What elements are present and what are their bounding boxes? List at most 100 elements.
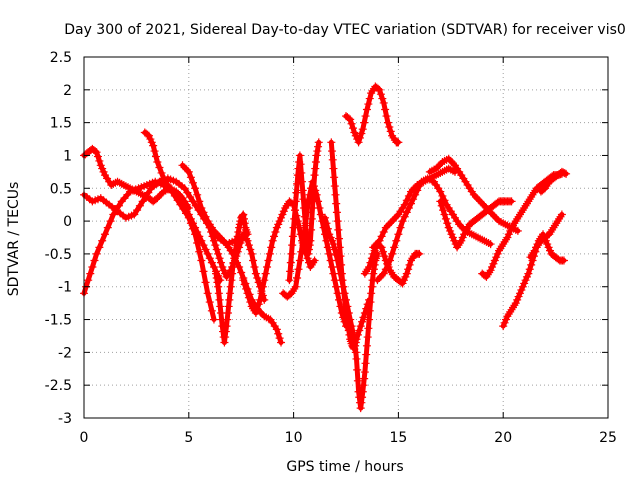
data-point xyxy=(302,230,311,239)
x-tick-label: 15 xyxy=(389,430,407,446)
data-point xyxy=(195,247,204,256)
data-point xyxy=(253,304,262,313)
data-point xyxy=(363,333,372,342)
data-point xyxy=(337,260,346,269)
x-axis: 0 5 10 15 20 25 xyxy=(80,57,617,446)
data-point xyxy=(305,241,314,250)
data-point xyxy=(199,267,208,276)
data-point xyxy=(437,201,446,210)
data-point xyxy=(186,193,195,202)
data-point xyxy=(114,201,123,210)
data-point xyxy=(513,295,522,304)
series-line xyxy=(343,84,401,145)
data-point xyxy=(358,317,367,326)
data-point xyxy=(520,279,529,288)
data-point xyxy=(310,171,319,180)
data-point xyxy=(339,289,348,298)
data-point xyxy=(84,276,93,285)
data-point xyxy=(321,213,330,222)
data-point xyxy=(238,211,247,220)
data-point xyxy=(347,119,356,128)
data-point xyxy=(239,214,248,223)
data-point xyxy=(290,206,299,215)
data-point xyxy=(201,212,210,221)
data-point xyxy=(331,190,340,199)
data-point xyxy=(216,308,225,317)
data-point xyxy=(260,276,269,285)
data-point xyxy=(294,265,303,274)
data-point xyxy=(490,256,499,265)
data-point xyxy=(365,295,374,304)
data-point xyxy=(396,223,405,232)
y-tick-label: -3 xyxy=(58,411,72,427)
data-point xyxy=(327,138,336,147)
data-point xyxy=(342,313,351,322)
data-point xyxy=(530,246,539,255)
data-point xyxy=(504,230,513,239)
data-point xyxy=(103,223,112,232)
data-point xyxy=(546,246,555,255)
data-point xyxy=(286,267,295,276)
y-tick-label: 0.5 xyxy=(50,181,72,197)
data-point xyxy=(95,156,104,165)
data-point xyxy=(379,247,388,256)
data-point xyxy=(377,232,386,241)
data-point xyxy=(157,168,166,177)
data-point xyxy=(231,245,240,254)
data-point xyxy=(203,289,212,298)
data-point xyxy=(144,131,153,140)
data-point xyxy=(287,249,296,258)
data-point xyxy=(301,221,310,230)
data-point xyxy=(184,210,193,219)
data-point xyxy=(358,387,367,396)
data-point xyxy=(375,85,384,94)
data-point xyxy=(199,208,208,217)
data-point xyxy=(221,327,230,336)
data-point xyxy=(328,147,337,156)
data-point xyxy=(375,236,384,245)
data-point xyxy=(365,94,374,103)
data-point xyxy=(312,151,321,160)
data-point xyxy=(352,354,361,363)
data-point xyxy=(207,228,216,237)
data-point xyxy=(325,230,334,239)
series-sat-t xyxy=(499,210,566,331)
data-point xyxy=(227,276,236,285)
data-point xyxy=(290,214,299,223)
series-sat-j xyxy=(285,138,323,285)
data-point xyxy=(390,243,399,252)
data-point xyxy=(288,232,297,241)
data-point xyxy=(323,243,332,252)
data-point xyxy=(251,308,260,317)
data-point xyxy=(311,158,320,167)
data-point xyxy=(300,212,309,221)
data-point xyxy=(364,100,373,109)
data-point xyxy=(109,210,118,219)
y-tick-label: -2 xyxy=(58,345,72,361)
data-point xyxy=(352,335,361,344)
x-axis-label: GPS time / hours xyxy=(286,459,403,475)
data-point xyxy=(199,241,208,250)
data-point xyxy=(314,138,323,147)
data-point xyxy=(499,322,508,331)
data-point xyxy=(346,115,355,124)
series-line xyxy=(479,171,565,280)
chart-title: Day 300 of 2021, Sidereal Day-to-day VTE… xyxy=(64,22,626,38)
data-point xyxy=(450,236,459,245)
data-point xyxy=(362,341,371,350)
data-point xyxy=(203,249,212,258)
data-series xyxy=(80,82,571,413)
data-point xyxy=(272,223,281,232)
data-point xyxy=(406,199,415,208)
data-point xyxy=(256,295,265,304)
data-point xyxy=(394,138,403,147)
data-point xyxy=(415,182,424,191)
x-tick-label: 0 xyxy=(80,430,89,446)
data-point xyxy=(532,243,541,252)
data-point xyxy=(440,210,449,219)
data-point xyxy=(436,197,445,206)
data-point xyxy=(326,256,335,265)
data-point xyxy=(220,338,229,347)
data-point xyxy=(365,263,374,272)
data-point xyxy=(195,232,204,241)
